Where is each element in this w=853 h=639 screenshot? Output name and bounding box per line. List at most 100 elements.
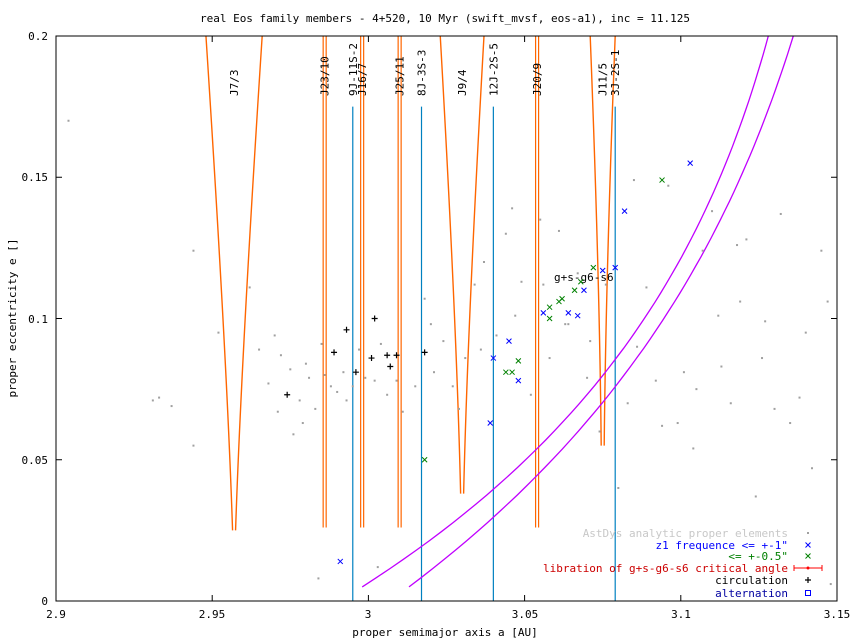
data-point — [617, 487, 620, 489]
resonance-label: 9J-11S-2 — [347, 43, 360, 96]
resonance-label: J7/3 — [228, 70, 241, 97]
resonance-wedge — [205, 35, 234, 531]
data-point — [351, 385, 354, 388]
data-point — [504, 232, 507, 235]
data-point — [565, 309, 572, 316]
data-point — [267, 382, 270, 385]
data-point — [692, 447, 695, 450]
data-point — [421, 456, 428, 463]
x-tick-label: 2.95 — [199, 608, 226, 621]
data-point — [358, 348, 361, 351]
data-point — [490, 355, 497, 361]
data-point — [276, 410, 279, 413]
data-point — [301, 422, 304, 425]
data-point — [626, 402, 629, 405]
data-point — [509, 369, 515, 376]
data-point — [612, 264, 619, 271]
data-point — [789, 422, 792, 425]
y-tick-label: 0.2 — [28, 30, 48, 43]
data-point — [682, 371, 685, 374]
data-point — [386, 393, 389, 396]
data-point — [384, 352, 391, 359]
legend-label-circulation: circulation — [715, 574, 788, 587]
data-point — [546, 315, 553, 322]
data-point — [529, 393, 532, 396]
data-point — [736, 244, 739, 247]
y-tick-label: 0.1 — [28, 313, 48, 326]
data-point — [336, 390, 339, 393]
data-point — [423, 297, 426, 300]
ticks-layer — [55, 35, 838, 602]
data-point — [739, 300, 742, 303]
data-point — [429, 323, 432, 326]
data-point — [695, 388, 698, 391]
resonance-label: 3J-2S-1 — [609, 50, 622, 96]
data-point — [479, 348, 482, 351]
data-point — [515, 358, 522, 364]
data-point — [298, 399, 301, 402]
data-point — [457, 407, 460, 410]
data-point — [320, 342, 323, 345]
data-point — [364, 376, 367, 379]
data-point — [151, 399, 154, 402]
data-point — [599, 267, 606, 274]
legend-marker — [805, 577, 811, 583]
data-point — [473, 283, 476, 286]
data-point — [376, 566, 379, 569]
resonance-label: J11/5 — [597, 63, 610, 96]
resonance-wedge — [462, 35, 485, 494]
data-point — [433, 371, 436, 374]
resonance-wedge — [589, 35, 602, 446]
data-point — [345, 399, 348, 402]
data-point — [564, 323, 567, 326]
data-point — [571, 287, 578, 294]
data-point — [520, 280, 523, 283]
data-point — [577, 278, 584, 285]
data-point — [292, 433, 295, 436]
data-point — [331, 349, 338, 356]
data-point — [621, 208, 628, 215]
data-point — [548, 357, 551, 360]
data-point — [586, 376, 589, 379]
data-point — [495, 334, 498, 337]
data-point — [401, 410, 404, 413]
resonance-label: J20/9 — [531, 63, 544, 96]
data-point — [337, 558, 344, 565]
data-point — [659, 177, 665, 183]
y-tick-label: 0 — [41, 595, 48, 608]
legend-markers — [793, 532, 823, 596]
data-point — [482, 261, 485, 263]
x-tick-label: 3.15 — [824, 608, 851, 621]
data-point — [304, 362, 307, 365]
data-point — [654, 379, 657, 382]
data-point — [574, 312, 581, 319]
data-point — [826, 300, 829, 303]
data-point — [158, 396, 161, 399]
data-point — [542, 283, 545, 286]
resonance-wedge — [603, 35, 616, 446]
data-point — [273, 334, 276, 337]
data-point — [511, 207, 514, 210]
x-tick-labels: 2.9 2.95 3 3.05 3.1 3.15 — [46, 608, 850, 621]
data-point — [279, 354, 282, 357]
data-point — [308, 376, 311, 379]
data-point — [248, 286, 251, 289]
data-point — [379, 342, 382, 345]
data-point — [514, 314, 517, 317]
secular-curve-label: g+s-g6-s6 — [554, 271, 614, 284]
resonance-wedge — [234, 35, 263, 531]
data-point — [567, 323, 570, 326]
data-point — [589, 340, 592, 343]
resonance-wedge — [439, 35, 462, 494]
data-point — [503, 369, 509, 376]
data-point — [581, 287, 587, 294]
data-point — [343, 326, 350, 333]
data-point — [464, 357, 467, 360]
x-tick-label: 3.05 — [512, 608, 539, 621]
secular-curve-layer — [361, 35, 794, 588]
data-point — [598, 430, 601, 433]
data-point — [314, 407, 317, 410]
